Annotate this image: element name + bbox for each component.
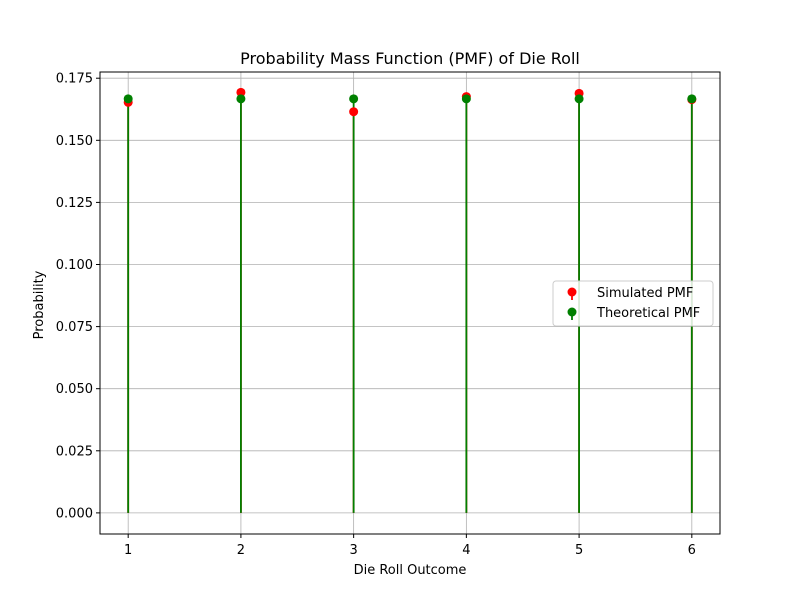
x-tick-label: 5: [575, 543, 583, 558]
axes-frame: [99, 71, 721, 535]
y-tick-label: 0.175: [56, 72, 93, 87]
x-axis-label: Die Roll Outcome: [354, 563, 467, 578]
legend-label: Theoretical PMF: [596, 306, 700, 321]
y-axis-label: Probability: [32, 270, 47, 339]
y-tick-label: 0.000: [56, 506, 93, 521]
y-tick-label: 0.150: [56, 134, 93, 149]
y-tick-label: 0.050: [56, 382, 93, 397]
data-point-series-2: [236, 94, 246, 104]
legend-marker-icon: [567, 307, 577, 317]
data-point-series-2: [461, 94, 471, 104]
x-tick-label: 6: [688, 543, 696, 558]
legend-label: Simulated PMF: [597, 286, 693, 301]
data-point-series-2: [574, 94, 584, 104]
y-tick-label: 0.025: [56, 444, 93, 459]
legend-box: [552, 280, 714, 327]
x-axis-ticks: 1 2 3 4 5 6: [124, 534, 696, 558]
data-markers: [123, 87, 697, 117]
data-point-series-1: [349, 107, 359, 117]
data-point-series-2: [349, 94, 359, 104]
x-tick-label: 3: [349, 543, 357, 558]
chart-title: Probability Mass Function (PMF) of Die R…: [240, 49, 580, 68]
x-tick-label: 1: [124, 543, 132, 558]
y-axis-ticks: 0.000 0.025 0.050 0.075 0.100 0.125 0.150 0.175: [56, 72, 100, 521]
data-point-series-1: [236, 87, 246, 97]
y-tick-label: 0.100: [56, 258, 93, 273]
y-tick-label: 0.075: [56, 320, 93, 335]
legend-marker-icon: [567, 287, 577, 297]
legend: Simulated PMF Theoretical PMF: [552, 280, 714, 327]
y-tick-label: 0.125: [56, 196, 93, 211]
data-point-series-2: [687, 94, 697, 104]
x-tick-label: 4: [462, 543, 470, 558]
x-tick-label: 2: [237, 543, 245, 558]
data-point-series-2: [123, 94, 133, 104]
stem-lines: [127, 92, 693, 513]
